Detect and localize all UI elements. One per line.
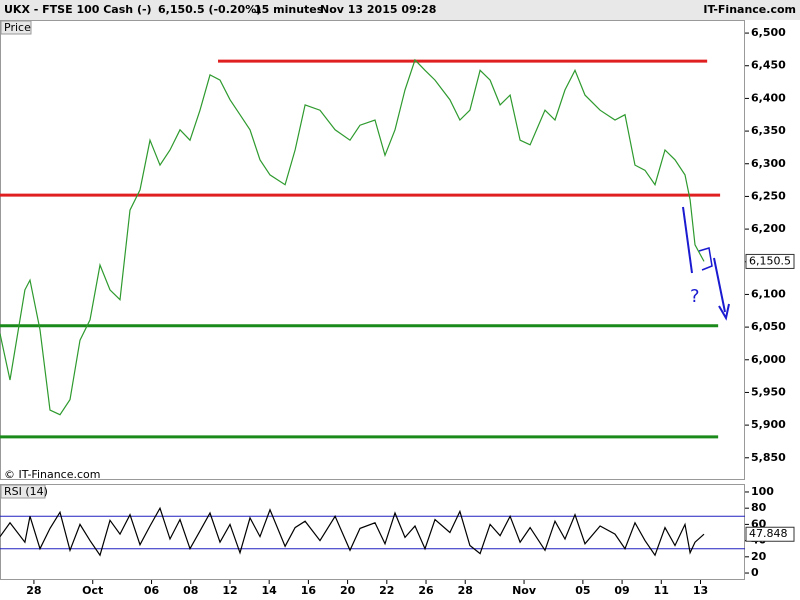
rsi-label: RSI (14) [4,485,48,498]
price-label-box [0,20,32,35]
price-frame [0,20,745,480]
y-tick-label: 5,950 [751,385,786,398]
rsi-frame [0,484,745,580]
current-value-box [745,253,795,269]
annotation: ? [690,286,700,307]
y-tick-label: 80 [751,501,767,514]
arrow-shaft [713,257,726,313]
bracket [698,247,713,271]
x-tick-label: 28 [26,584,41,597]
x-tick-label: 14 [262,584,278,597]
current-value-box [745,526,795,542]
x-tick-label: 11 [654,584,669,597]
x-tick-label: 06 [144,584,160,597]
y-tick-label: 6,500 [751,26,786,39]
x-tick-label: 05 [575,584,590,597]
x-tick-label: 20 [340,584,356,597]
x-tick-label: 16 [301,584,317,597]
y-tick-label: 6,250 [751,189,786,202]
x-tick-label: Oct [82,584,103,597]
y-tick-label: 6,300 [751,157,786,170]
y-tick-label: 6,400 [751,91,786,104]
y-tick-label: 100 [751,485,774,498]
timestamp: Nov 13 2015 09:28 [320,3,436,16]
x-tick-label: 26 [418,584,434,597]
rsi-label-box [0,484,46,499]
footer: © IT-Finance.com [4,468,101,481]
brand: IT-Finance.com [703,3,796,16]
x-tick-label: 09 [614,584,629,597]
quote: 6,150.5 (-0.20%) [158,3,261,16]
x-tick-label: 08 [183,584,198,597]
series-line [0,506,705,557]
trend-stroke [682,206,693,274]
interval: 15 minutes [254,3,324,16]
y-tick-label: 6,350 [751,124,786,137]
y-tick-label: 6,000 [751,353,786,366]
y-tick-label: 6,100 [751,287,786,300]
x-tick-label: 12 [222,584,237,597]
series-line [0,58,705,416]
y-tick-label: 0 [751,566,759,579]
price-label: Price [4,21,31,34]
arrow-head [718,303,730,321]
x-tick-label: 13 [693,584,708,597]
y-tick-label: 6,450 [751,59,786,72]
current-value-label: 47.848 [749,527,788,540]
y-tick-label: 5,900 [751,418,786,431]
symbol: UKX - FTSE 100 Cash (-) [4,3,152,16]
x-tick-label: Nov [512,584,537,597]
current-value-label: 6,150.5 [749,254,791,267]
y-tick-label: 6,050 [751,320,786,333]
x-tick-label: 22 [379,584,394,597]
y-tick-label: 20 [751,550,767,563]
y-tick-label: 6,200 [751,222,786,235]
header-bar [0,0,800,20]
x-tick-label: 28 [458,584,473,597]
y-tick-label: 5,850 [751,451,786,464]
annotation-drawing [682,206,730,321]
